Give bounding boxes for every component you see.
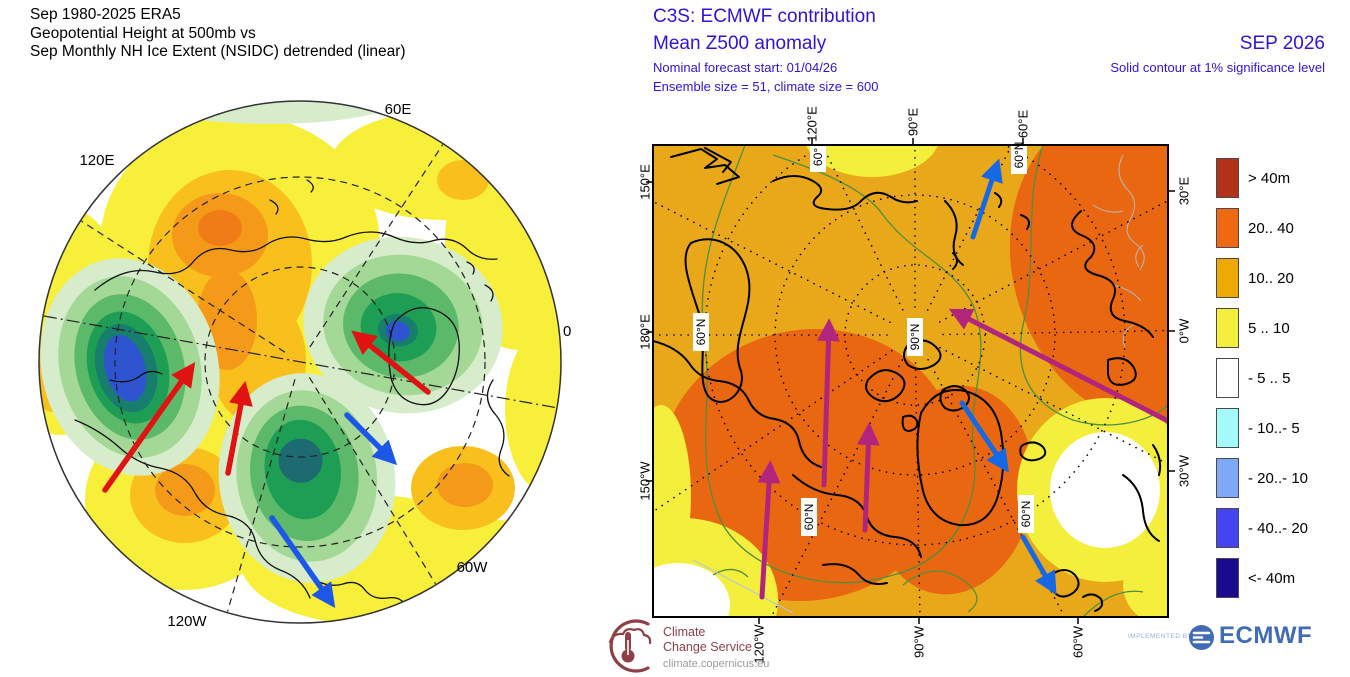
- right-map-arrows: [757, 158, 1168, 600]
- climate-change-service-name: Climate Change Service: [663, 625, 752, 655]
- legend-swatch: [1216, 508, 1239, 548]
- right-map-frame: [652, 144, 1169, 618]
- inner-label-60n-top: 60°N: [1012, 142, 1026, 169]
- right-title-line2: Mean Z500 anomaly: [653, 33, 827, 54]
- copernicus-url: climate.copernicus.eu: [663, 658, 770, 670]
- significance-note: Solid contour at 1% significance level: [1110, 60, 1325, 75]
- legend-label: - 20..- 10: [1248, 469, 1309, 487]
- c3s-name-line2: Change Service: [663, 640, 752, 654]
- right-forecast-map: 60° 60°N 60°N 90°N 60°N 60°N: [646, 136, 1175, 624]
- axis-top-120e: 120°E: [804, 106, 820, 142]
- left-map-title: Sep 1980-2025 ERA5 Geopotential Height a…: [30, 6, 406, 62]
- left-map-coastlines: [74, 179, 510, 605]
- axis-top-60e: 60°E: [1015, 109, 1031, 139]
- implemented-by-label: IMPLEMENTED BY: [1128, 633, 1193, 640]
- right-map-ticks: [646, 138, 1175, 624]
- right-map-coastlines: [653, 147, 1162, 612]
- inner-label-60n-left: 60°N: [694, 319, 708, 346]
- legend-swatch: [1216, 258, 1239, 298]
- legend-entry: > 40m: [1216, 158, 1308, 198]
- left-map-boundary: [38, 100, 562, 624]
- label-60e: 60E: [385, 101, 412, 118]
- ecmwf-wordmark: ECMWF: [1219, 622, 1313, 649]
- legend-entry: - 10..- 5: [1216, 408, 1308, 448]
- axis-right-30e: 30°E: [1176, 176, 1192, 206]
- left-map-graticule: [81, 144, 486, 612]
- legend-entry: 20.. 40: [1216, 208, 1308, 248]
- left-title-line1: Sep 1980-2025 ERA5: [30, 6, 181, 23]
- axis-left-180e: 180°E: [637, 314, 653, 350]
- inner-label-60n-bottomleft: 60°N: [802, 504, 816, 531]
- legend-entry: - 20..- 10: [1216, 458, 1308, 498]
- climate-change-service-icon: [608, 619, 652, 673]
- label-0: 0: [563, 323, 571, 340]
- left-polar-map: 60E 120E 0 60W 120W: [38, 100, 571, 630]
- label-120e: 120E: [79, 152, 114, 169]
- color-legend: > 40m 20.. 40 10.. 20 5 .. 10 - 5 .. 5 -…: [1216, 158, 1308, 608]
- legend-entry: - 5 .. 5: [1216, 358, 1308, 398]
- c3s-name-line1: Climate: [663, 625, 706, 639]
- right-subtitle-line1: Nominal forecast start: 01/04/26: [653, 60, 838, 75]
- legend-entry: 5 .. 10: [1216, 308, 1308, 348]
- legend-entry: 10.. 20: [1216, 258, 1308, 298]
- legend-swatch: [1216, 458, 1239, 498]
- right-title-line1: C3S: ECMWF contribution: [653, 6, 876, 27]
- inner-label-60: 60°: [811, 148, 825, 166]
- legend-label: 10.. 20: [1248, 269, 1294, 287]
- legend-swatch: [1216, 408, 1239, 448]
- legend-entry: <- 40m: [1216, 558, 1308, 598]
- legend-label: 5 .. 10: [1248, 319, 1290, 337]
- legend-entry: - 40..- 20: [1216, 508, 1308, 548]
- legend-swatch: [1216, 358, 1239, 398]
- right-subtitle-line2: Ensemble size = 51, climate size = 600: [653, 79, 879, 94]
- axis-left-150e: 150°E: [637, 164, 653, 200]
- legend-label: - 5 .. 5: [1248, 369, 1291, 387]
- axis-bottom-90w: 90°W: [911, 626, 927, 658]
- inner-label-90n: 90°N: [908, 324, 922, 351]
- ecmwf-icon: [1189, 625, 1214, 650]
- right-map-fill-contours: [653, 145, 1168, 617]
- legend-label: 20.. 40: [1248, 219, 1294, 237]
- legend-label: > 40m: [1248, 169, 1291, 187]
- axis-bottom-60w: 60°W: [1070, 626, 1086, 658]
- axis-top-90e: 90°E: [905, 107, 921, 137]
- country-borders: [1092, 154, 1145, 348]
- legend-swatch: [1216, 308, 1239, 348]
- left-map-meridian-labels: 60E 120E 0 60W 120W: [79, 101, 571, 630]
- left-map-arrows: [102, 330, 431, 608]
- left-title-line2: Geopotential Height at 500mb vs: [30, 24, 256, 42]
- legend-label: <- 40m: [1248, 569, 1296, 587]
- axis-left-150w: 150°W: [637, 461, 653, 501]
- axis-right-0w: 0°W: [1176, 318, 1192, 344]
- forecast-date-label: SEP 2026: [1239, 33, 1325, 54]
- legend-swatch: [1216, 208, 1239, 248]
- legend-label: - 40..- 20: [1248, 519, 1309, 537]
- legend-swatch: [1216, 158, 1239, 198]
- label-120w: 120W: [167, 613, 207, 630]
- left-title-line3: Sep Monthly NH Ice Extent (NSIDC) detren…: [30, 43, 406, 60]
- legend-label: - 10..- 5: [1248, 419, 1300, 437]
- axis-right-30w: 30°W: [1176, 455, 1192, 487]
- label-60w: 60W: [457, 559, 489, 576]
- legend-swatch: [1216, 558, 1239, 598]
- inner-label-60n-bottomright: 60°N: [1019, 501, 1033, 528]
